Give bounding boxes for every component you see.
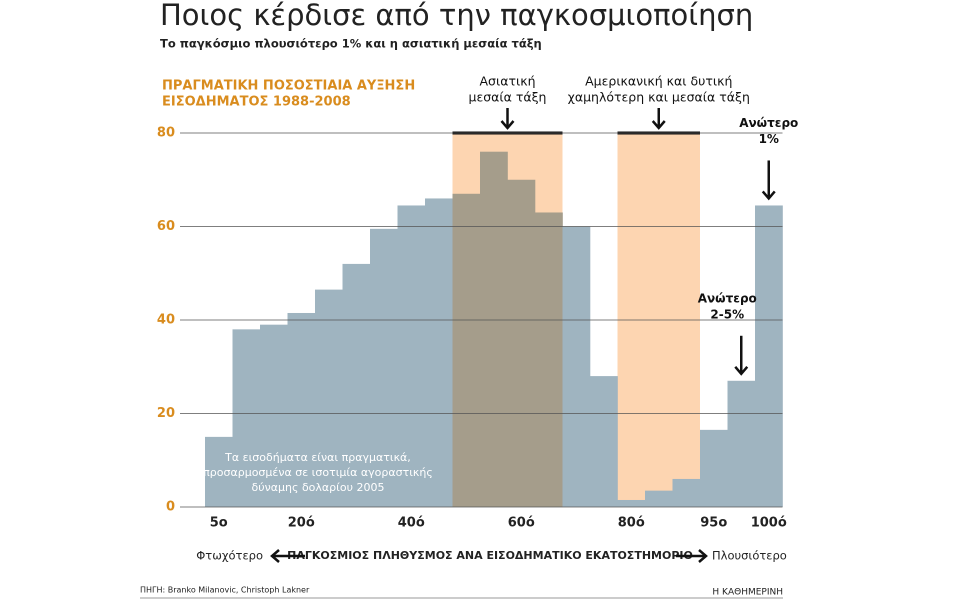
bar (535, 212, 563, 507)
bar (205, 436, 233, 507)
bar (590, 376, 618, 507)
y-axis-title: ΕΙΣΟΔΗΜΑΤΟΣ 1988-2008 (162, 95, 351, 110)
bar (700, 429, 728, 507)
bar (260, 324, 288, 507)
note: δύναμης δολαρίου 2005 (252, 481, 385, 494)
bar (315, 289, 343, 507)
y-tick-label: 80 (157, 126, 175, 141)
bar (480, 151, 508, 507)
arrow-head (761, 190, 776, 201)
band-label: χαμηλότερη και μεσαία τάξη (568, 90, 750, 105)
arrow-head (500, 120, 515, 130)
y-tick-label: 20 (157, 406, 175, 421)
x-tick-label: 80ό (618, 516, 645, 531)
x-tick-label: 60ό (508, 516, 535, 531)
x-axis-left: Φτωχότερο (196, 549, 263, 563)
y-axis-title: ΠΡΑΓΜΑΤΙΚΗ ΠΟΣΟΣΤΙΑΙΑ ΑΥΞΗΣΗ (162, 79, 415, 94)
bar (727, 380, 756, 507)
x-axis-title: ΠΑΓΚΟΣΜΙΟΣ ΠΛΗΘΥΣΜΟΣ ΑΝΑ ΕΙΣΟΔΗΜΑΤΙΚΟ ΕΚ… (287, 549, 693, 562)
arrow-head (698, 549, 708, 563)
bar (507, 179, 536, 507)
bar (672, 478, 701, 507)
bar (370, 228, 398, 507)
y-tick-label: 60 (157, 219, 175, 234)
x-axis-right: Πλουσιότερο (712, 549, 787, 563)
band-label: Ασιατική (480, 74, 536, 89)
bar (755, 205, 783, 507)
band-label: Αμερικανική και δυτική (585, 74, 732, 89)
bar (617, 499, 646, 507)
annotation: Ανώτερο (739, 116, 798, 130)
bar (232, 329, 261, 507)
bar (397, 205, 426, 507)
x-tick-label: 40ό (398, 516, 425, 531)
bar (287, 312, 316, 507)
y-tick-label: 40 (157, 313, 175, 328)
y-tick-label: 0 (166, 500, 175, 515)
arrow-head (270, 549, 280, 563)
bar (425, 198, 453, 507)
arrow-head (734, 365, 749, 376)
arrow-head (651, 120, 666, 130)
note: Τα εισοδήματα είναι πραγματικά, (224, 451, 411, 464)
annotation: 2-5% (710, 307, 744, 321)
chart-subtitle: Το παγκόσμιο πλουσιότερο 1% και η ασιατι… (160, 37, 542, 51)
chart-title: Ποιος κέρδισε από την παγκοσμιοποίηση (160, 0, 753, 32)
note: προσαρμοσμένα σε ισοτιμία αγοραστικής (203, 466, 433, 479)
x-tick-label: 5ο (210, 516, 228, 531)
bar (452, 193, 481, 507)
bar (562, 226, 591, 507)
source: ΠΗΓΗ: Branko Milanovic, Christoph Lakner (140, 586, 310, 595)
bar (645, 490, 673, 507)
bar (342, 263, 371, 507)
publisher: Η ΚΑΘΗΜΕΡΙΝΗ (712, 588, 783, 598)
x-tick-label: 20ό (288, 516, 315, 531)
x-tick-label: 100ό (751, 516, 787, 531)
annotation: Ανώτερο (698, 291, 757, 305)
annotation: 1% (759, 132, 779, 146)
x-tick-label: 95ο (700, 516, 727, 531)
band-label: μεσαία τάξη (469, 90, 547, 105)
